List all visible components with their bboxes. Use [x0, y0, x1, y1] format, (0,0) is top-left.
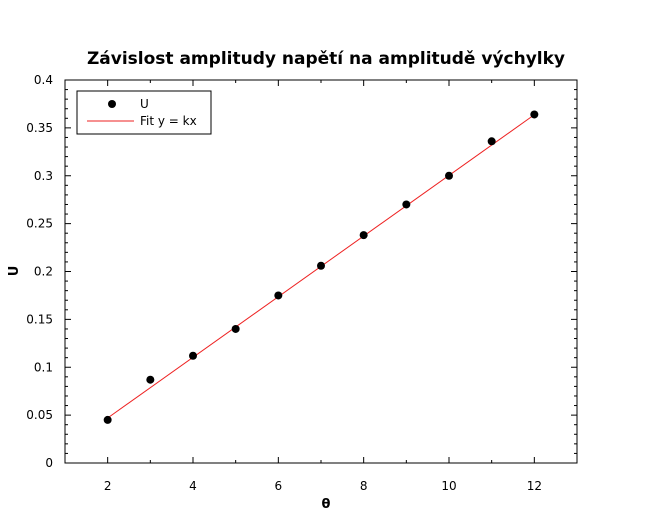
y-tick-label: 0.2 — [34, 265, 53, 279]
data-point — [274, 291, 283, 300]
x-tick-labels: 2 4 6 8 10 12 — [104, 479, 542, 493]
x-tick-label: 10 — [441, 479, 456, 493]
x-tick-label: 2 — [104, 479, 112, 493]
y-tick-label: 0.05 — [26, 408, 53, 422]
chart-title: Závislost amplitudy napětí na amplitudě … — [87, 49, 565, 69]
y-tick-label: 0.1 — [34, 360, 53, 374]
y-tick-labels: 0 0.05 0.1 0.15 0.2 0.25 0.3 0.35 0.4 — [26, 73, 53, 470]
x-tick-label: 4 — [189, 479, 197, 493]
y-axis-label: U — [7, 266, 22, 277]
data-point — [487, 137, 496, 146]
legend-marker-points — [108, 100, 116, 108]
y-tick-label: 0.4 — [34, 73, 53, 87]
axes — [64, 79, 578, 464]
y-tick-label: 0.3 — [34, 169, 53, 183]
data-point — [445, 171, 453, 180]
x-tick-label: 8 — [360, 479, 368, 493]
tick-marks — [64, 79, 578, 464]
data-point — [189, 351, 197, 360]
data-point — [317, 261, 325, 270]
plot-frame — [64, 79, 578, 464]
legend: U Fit y = kx — [76, 90, 212, 135]
y-tick-label: 0.35 — [26, 121, 53, 135]
data-point — [359, 231, 368, 240]
x-tick-label: 12 — [527, 479, 542, 493]
legend-label-points: U — [140, 97, 149, 111]
legend-label-fit: Fit y = kx — [140, 114, 197, 128]
data-point — [530, 110, 539, 119]
data-point — [103, 415, 112, 424]
y-tick-label: 0 — [45, 456, 53, 470]
y-tick-label: 0.25 — [26, 217, 53, 231]
data-point — [402, 200, 411, 209]
series-layer — [103, 110, 539, 424]
y-tick-label: 0.15 — [26, 312, 53, 326]
data-point — [231, 324, 240, 333]
data-point — [146, 375, 155, 384]
x-axis-label: θ — [322, 497, 331, 512]
legend-box — [76, 90, 212, 135]
x-tick-label: 6 — [275, 479, 283, 493]
